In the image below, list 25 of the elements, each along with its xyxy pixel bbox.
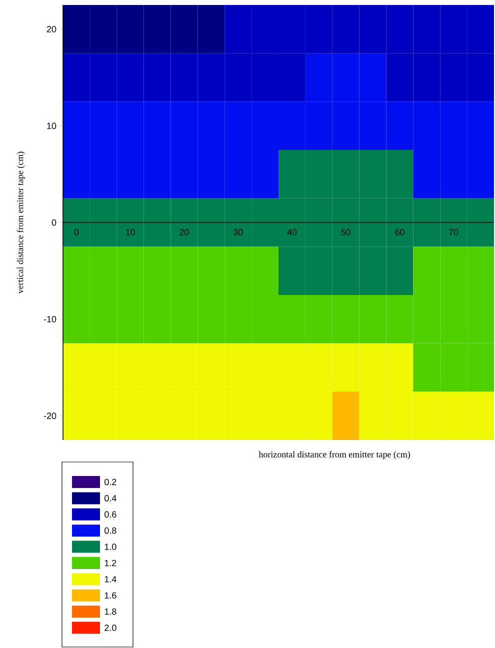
color-bar-label: 1.8 xyxy=(104,608,116,615)
y-tick-label: 0 xyxy=(52,219,56,226)
color-bar-label: 2.0 xyxy=(104,624,116,631)
color-bar-label: 0.6 xyxy=(104,511,116,518)
x-tick-label: 50 xyxy=(341,229,350,236)
x-axis-title: horizontal distance from emitter tape (cm) xyxy=(258,451,410,460)
x-tick-label: 40 xyxy=(287,229,297,236)
x-tick-label: 20 xyxy=(180,229,189,236)
color-bar-label: 1.4 xyxy=(104,576,116,582)
y-tick-label: -20 xyxy=(44,412,56,420)
y-tick-label: 10 xyxy=(47,122,56,130)
x-tick-label: 30 xyxy=(233,229,243,236)
y-axis-title: vertical distance from emitter tape (cm) xyxy=(16,152,25,294)
color-bar-label: 1.6 xyxy=(104,592,116,599)
x-tick-label: 0 xyxy=(74,229,79,236)
color-bar-label: 1.2 xyxy=(104,560,116,566)
x-tick-label: 70 xyxy=(449,229,458,236)
color-bar-label: 0.8 xyxy=(104,527,116,534)
y-tick-label: -10 xyxy=(44,316,56,322)
y-tick-label: 20 xyxy=(46,26,56,32)
x-tick-label: 60 xyxy=(395,229,404,236)
x-tick-label: 10 xyxy=(126,229,135,236)
color-bar-label: 0.4 xyxy=(104,495,116,502)
color-bar-label: 1.0 xyxy=(104,544,116,550)
color-bar-label: 0.2 xyxy=(104,478,116,486)
